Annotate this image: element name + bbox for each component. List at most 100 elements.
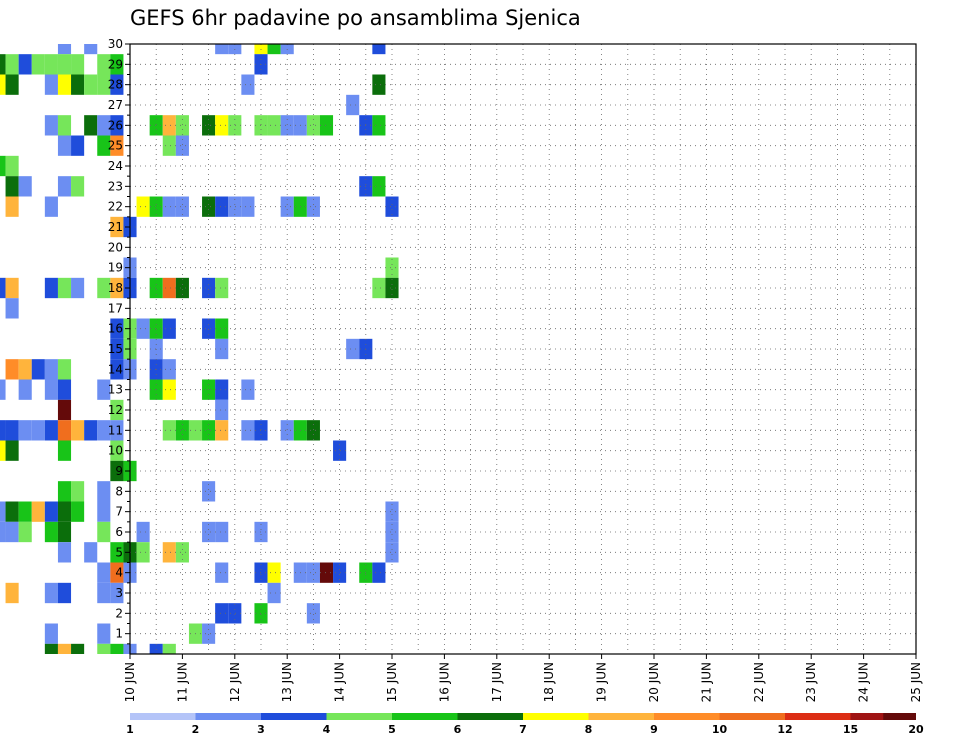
heatmap-cell — [306, 196, 320, 217]
heatmap-cell — [162, 359, 176, 380]
heatmap-cell — [57, 44, 72, 55]
heatmap-cell — [110, 643, 124, 654]
y-axis: 1234567891011121314151617181920212223242… — [108, 37, 130, 645]
heatmap-cell — [149, 115, 163, 136]
y-tick-label: 22 — [108, 200, 123, 214]
heatmap-cell — [202, 277, 216, 299]
legend-label: 4 — [323, 723, 331, 736]
heatmap-cell — [175, 135, 189, 156]
heatmap-cell — [0, 440, 6, 461]
heatmap-cell — [346, 94, 360, 116]
legend-swatch — [130, 713, 196, 720]
heatmap-cell — [0, 277, 6, 299]
heatmap-cell — [110, 277, 124, 299]
heatmap-cell — [0, 521, 6, 543]
y-tick-label: 7 — [115, 505, 123, 519]
heatmap-cell — [57, 440, 72, 461]
legend-label: 7 — [519, 723, 527, 736]
y-tick-label: 23 — [108, 179, 123, 193]
heatmap-cell — [57, 643, 72, 654]
x-axis: 10 JUN 11 JUN 12 JUN 13 JUN 14 JUN 15 JUN 16 J… — [123, 654, 923, 702]
heatmap-cell — [31, 359, 45, 380]
heatmap-cell — [0, 379, 6, 400]
heatmap-cell — [110, 216, 124, 238]
heatmap-cell — [215, 277, 229, 299]
heatmap-cell — [162, 379, 176, 400]
heatmap-cell — [215, 521, 229, 543]
heatmap-cell — [44, 115, 58, 136]
y-tick-label: 16 — [108, 322, 123, 336]
heatmap-cell — [110, 318, 124, 339]
heatmap-cell — [280, 115, 294, 136]
heatmap-cell — [110, 399, 124, 421]
heatmap-cell — [57, 420, 72, 441]
x-tick-label: 22 JUN — [752, 662, 766, 702]
heatmap-cell — [175, 196, 189, 217]
heatmap-cell — [71, 176, 85, 197]
legend-label: 3 — [257, 723, 265, 736]
heatmap-cell — [202, 481, 216, 502]
heatmap-cell — [333, 440, 347, 461]
legend-label: 20 — [908, 723, 924, 736]
heatmap-cell — [202, 196, 216, 217]
heatmap-cell — [97, 135, 111, 156]
y-tick-label: 6 — [115, 525, 123, 539]
x-tick-label: 21 JUN — [699, 662, 713, 702]
legend-label: 2 — [192, 723, 200, 736]
heatmap-cell — [175, 277, 189, 299]
heatmap-cell — [346, 338, 360, 360]
heatmap-cell — [306, 562, 320, 583]
heatmap-cell — [0, 155, 6, 177]
heatmap-cell — [57, 115, 72, 136]
heatmap-cell — [97, 379, 111, 400]
legend-swatch — [457, 713, 523, 720]
heatmap-cell — [110, 115, 124, 136]
heatmap-cell — [319, 115, 334, 136]
heatmap-cell — [215, 196, 229, 217]
heatmap-cell — [18, 521, 32, 543]
heatmap-cell — [31, 420, 45, 441]
heatmap-cell — [175, 542, 189, 563]
heatmap-cell — [149, 196, 163, 217]
y-tick-label: 28 — [108, 78, 123, 92]
heatmap-cell — [5, 196, 19, 217]
heatmap-cell — [5, 420, 19, 441]
heatmap-cell — [110, 359, 124, 380]
x-tick-label: 15 JUN — [385, 662, 399, 702]
heatmap-cell — [44, 521, 58, 543]
y-tick-label: 1 — [115, 627, 123, 641]
legend-swatch — [392, 713, 458, 720]
heatmap-cell — [385, 196, 399, 217]
heatmap-cell — [18, 420, 32, 441]
legend-swatch — [195, 713, 261, 720]
heatmap-cell — [97, 623, 111, 644]
x-tick-label: 19 JUN — [595, 662, 609, 702]
heatmap-cell — [241, 420, 255, 441]
heatmap-cell — [267, 562, 281, 583]
heatmap-cell — [267, 115, 281, 136]
y-tick-label: 18 — [108, 281, 123, 295]
heatmap-cell — [5, 176, 19, 197]
heatmap-cell — [71, 54, 85, 75]
heatmap-cell — [319, 562, 334, 583]
legend-label: 10 — [712, 723, 728, 736]
heatmap-cell — [372, 277, 386, 299]
heatmap-cell — [57, 501, 72, 522]
heatmap-cell — [57, 481, 72, 502]
y-tick-label: 17 — [108, 301, 123, 315]
heatmap-cell — [5, 155, 19, 177]
y-tick-label: 26 — [108, 118, 123, 132]
heatmap-cell — [306, 115, 320, 136]
heatmap-cell — [5, 74, 19, 95]
heatmap-cell — [0, 420, 6, 441]
legend-swatch — [785, 713, 851, 720]
heatmap-cell — [57, 582, 72, 604]
y-tick-label: 27 — [108, 98, 123, 112]
heatmap-cell — [162, 135, 176, 156]
legend-swatch — [261, 713, 327, 720]
y-tick-label: 13 — [108, 383, 123, 397]
legend-label: 8 — [585, 723, 593, 736]
x-tick-label: 14 JUN — [333, 662, 347, 702]
heatmap-cell — [44, 501, 58, 522]
legend-label: 9 — [650, 723, 658, 736]
